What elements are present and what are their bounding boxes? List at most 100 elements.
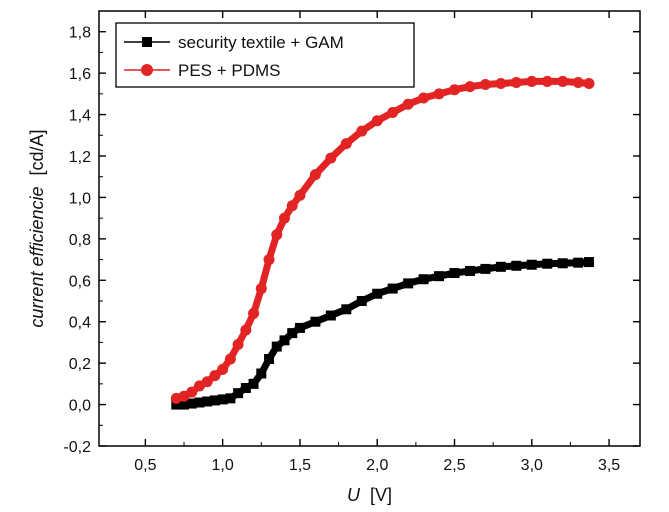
series-pes-pdms — [170, 75, 595, 404]
x-axis-symbol: U — [347, 485, 361, 505]
data-point — [179, 399, 190, 410]
data-point — [255, 283, 267, 295]
data-point — [171, 399, 182, 410]
data-point — [573, 257, 584, 268]
data-point — [217, 363, 229, 375]
legend-label: security textile + GAM — [178, 33, 344, 52]
series-layer — [170, 75, 595, 410]
data-point — [356, 125, 368, 137]
legend: security textile + GAM PES + PDMS — [115, 22, 415, 88]
data-point — [557, 258, 568, 269]
data-point — [217, 394, 228, 405]
data-point — [232, 339, 244, 350]
y-tick-label: 0,2 — [69, 356, 91, 373]
y-axis-title: current efficiencie [cd/A] — [27, 129, 47, 327]
x-axis-unit: [V] — [370, 485, 392, 505]
data-point — [209, 395, 220, 406]
data-point — [557, 75, 569, 87]
data-point — [418, 92, 430, 104]
y-tick-label: 1,6 — [69, 66, 91, 83]
data-point — [402, 98, 414, 110]
data-point — [225, 393, 236, 404]
x-tick-label: 2,0 — [366, 457, 388, 474]
data-point — [233, 388, 244, 399]
y-axis-label: current efficiencie — [27, 186, 47, 327]
data-point — [495, 78, 507, 89]
data-point — [248, 307, 260, 319]
data-point — [286, 200, 298, 212]
data-point — [387, 283, 398, 294]
y-axis-title-text: current efficiencie [cd/A] — [27, 129, 47, 327]
data-point — [294, 189, 306, 201]
data-point — [278, 212, 290, 224]
data-point — [310, 316, 321, 327]
data-point — [209, 370, 221, 382]
data-point — [341, 304, 352, 315]
data-point — [201, 376, 213, 388]
x-tick-label: 1,0 — [212, 457, 234, 474]
y-tick-label: 0,0 — [69, 398, 91, 415]
data-point — [511, 260, 522, 271]
data-point — [248, 378, 259, 389]
data-point — [194, 397, 205, 408]
data-point — [464, 81, 476, 93]
data-point — [526, 75, 538, 87]
legend-square-marker — [142, 37, 152, 47]
data-point — [449, 268, 460, 279]
x-tick-label: 2,5 — [443, 457, 465, 474]
data-point — [256, 368, 267, 379]
data-point — [224, 353, 236, 365]
data-point — [294, 322, 305, 333]
x-tick-label: 0,5 — [134, 457, 156, 474]
x-axis-title-text: U [V] — [347, 485, 392, 505]
y-tick-label: 0,8 — [69, 232, 91, 249]
data-point — [434, 271, 445, 282]
legend-circle-marker — [141, 64, 153, 76]
data-point — [479, 79, 491, 91]
data-point — [403, 278, 414, 289]
series-line — [172, 77, 593, 402]
data-point — [542, 258, 553, 269]
data-point — [387, 107, 399, 118]
data-point — [264, 354, 275, 364]
data-point — [464, 265, 475, 276]
legend-label: PES + PDMS — [178, 61, 281, 80]
y-tick-label: 1,0 — [69, 190, 91, 207]
data-point — [240, 383, 251, 393]
series-security-textile-gam — [171, 257, 594, 410]
y-tick-label: 1,4 — [69, 108, 91, 125]
data-point — [541, 75, 553, 87]
data-point — [583, 257, 594, 268]
data-point — [271, 229, 283, 241]
data-point — [340, 138, 352, 150]
data-point — [279, 335, 290, 346]
x-tick-label: 3,5 — [598, 457, 620, 474]
data-point — [202, 396, 213, 407]
data-point — [510, 76, 522, 88]
data-point — [263, 254, 275, 266]
data-point — [186, 398, 197, 409]
y-tick-label: 0,4 — [69, 315, 91, 332]
y-tick-label: 1,8 — [69, 25, 91, 42]
data-point — [271, 341, 282, 352]
y-axis-ticks: -0,2 0,0 0,2 0,4 0,6 0,8 1,0 1,2 1,4 1,6 1,8 — [63, 25, 640, 456]
plot-frame — [98, 10, 641, 447]
x-axis-ticks: 0,5 1,0 1,5 2,0 2,5 3,0 3,5 — [134, 11, 620, 474]
data-point — [449, 84, 461, 96]
data-point — [433, 88, 445, 100]
data-point — [287, 328, 298, 339]
data-point — [526, 259, 537, 270]
data-point — [495, 261, 506, 272]
y-axis-unit: [cd/A] — [27, 129, 47, 175]
data-point — [371, 115, 383, 127]
legend-item-security-textile-gam: security textile + GAM — [124, 33, 344, 52]
data-point — [325, 152, 337, 164]
legend-box — [115, 22, 415, 88]
x-tick-label: 1,5 — [289, 457, 311, 474]
data-point — [572, 76, 584, 88]
data-point — [418, 274, 429, 285]
data-point — [325, 310, 336, 321]
series-line — [172, 258, 593, 409]
